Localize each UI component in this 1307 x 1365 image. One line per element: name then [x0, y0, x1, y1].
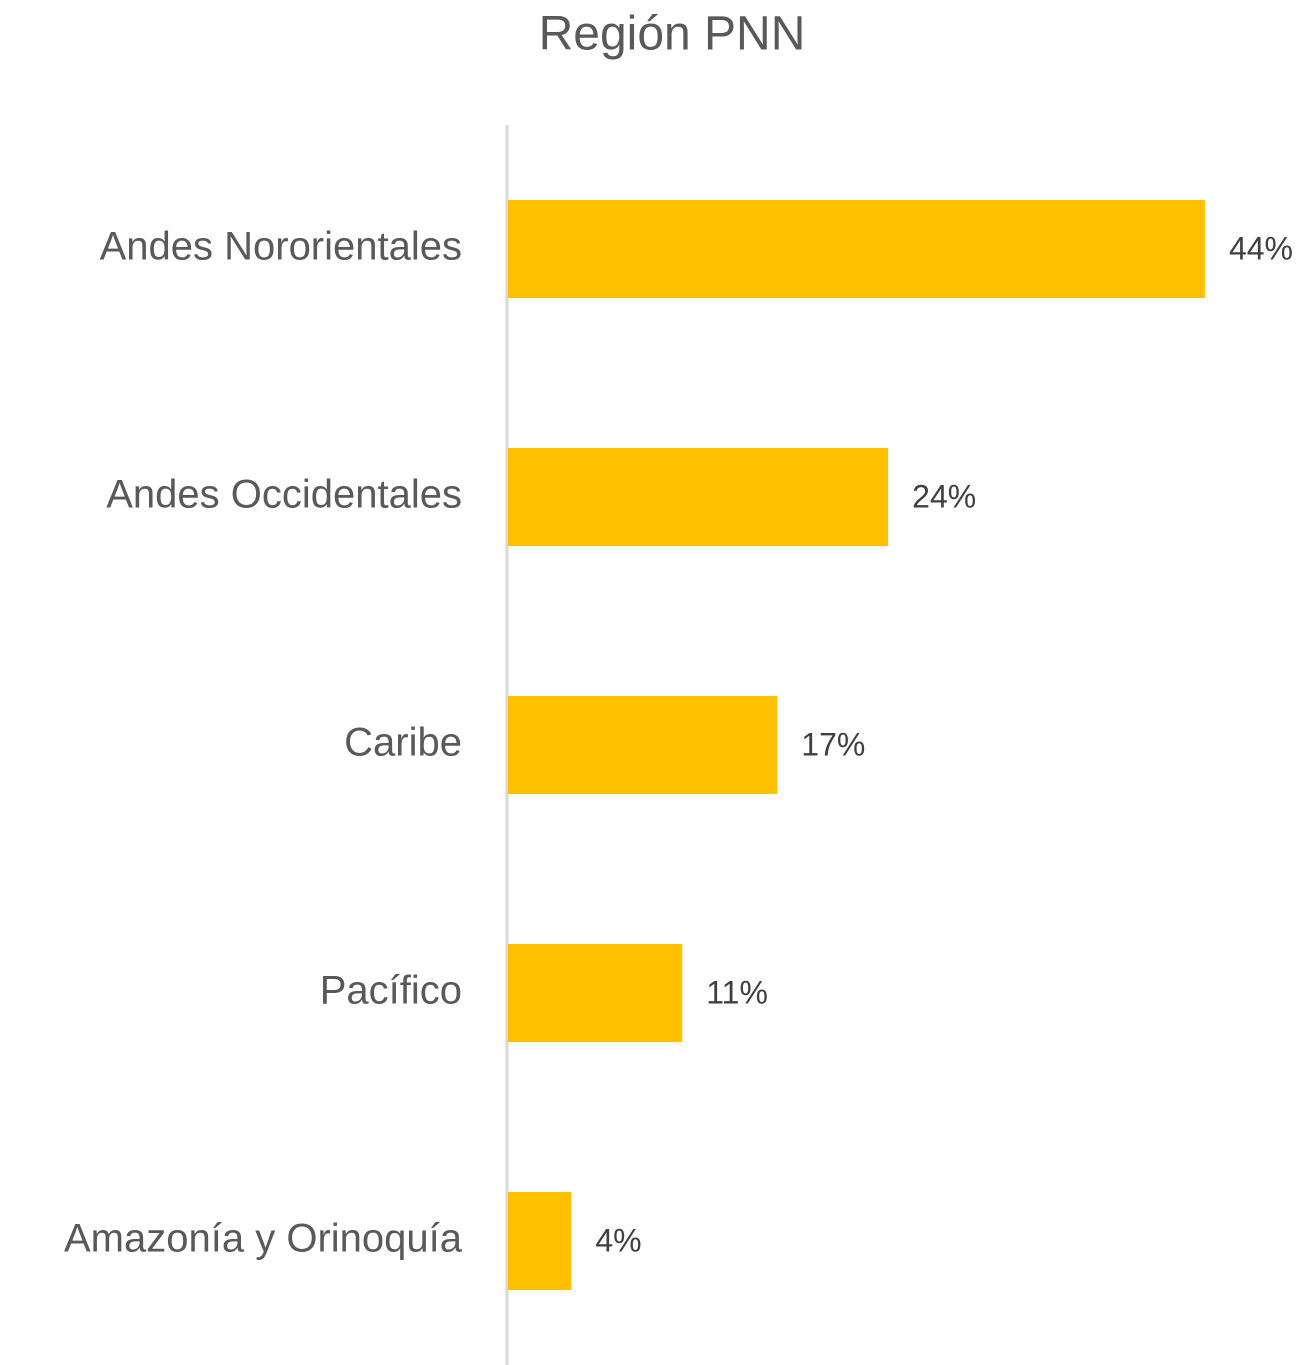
data-label: 11% — [706, 974, 768, 1010]
y-tick-label: Amazonía y Orinoquía — [64, 1217, 463, 1261]
data-label: 24% — [912, 478, 976, 514]
data-label: 44% — [1229, 230, 1293, 266]
bar — [508, 1192, 572, 1290]
bar — [508, 200, 1205, 298]
bar — [508, 448, 889, 546]
chart-title: Región PNN — [539, 8, 806, 61]
y-tick-label: Caribe — [344, 721, 462, 765]
data-label: 4% — [595, 1222, 641, 1258]
y-tick-label: Andes Nororientales — [100, 225, 462, 269]
y-tick-label: Andes Occidentales — [106, 473, 462, 517]
data-label: 17% — [801, 726, 865, 762]
y-tick-label: Pacífico — [320, 969, 462, 1013]
bar — [508, 696, 778, 794]
bar — [508, 944, 683, 1042]
